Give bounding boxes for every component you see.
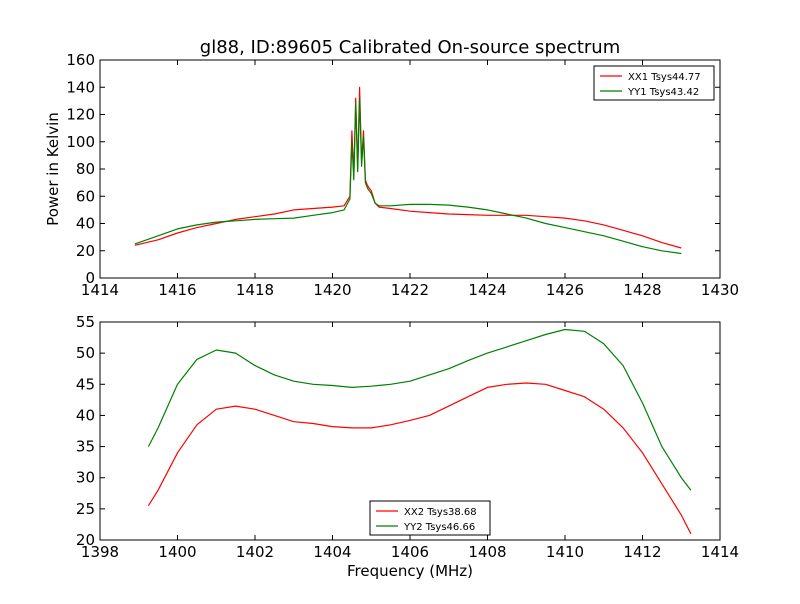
subplot-2: 1398 1400 1402 1404 1406 1408 1410 1412 1414 20 25… xyxy=(76,313,739,580)
x-tick-label: 1406 xyxy=(391,543,429,561)
y-tick-label: 40 xyxy=(76,406,95,424)
y-tick-label: 55 xyxy=(76,313,95,331)
series-line-2 xyxy=(147,328,692,491)
x-tick-label: 1422 xyxy=(391,281,429,299)
x-tick-label: 1414 xyxy=(81,281,119,299)
x-tick-label: 1410 xyxy=(546,543,584,561)
x-tick-label: 1424 xyxy=(468,281,506,299)
y-tick-label: 50 xyxy=(76,344,95,362)
y-tick-label: 40 xyxy=(76,215,95,233)
y-tick-label: 0 xyxy=(85,269,95,287)
x-tick-label: 1402 xyxy=(236,543,274,561)
x-tick-label: 1404 xyxy=(313,543,351,561)
series-line-2 xyxy=(134,97,682,255)
legend-box xyxy=(593,65,715,101)
series-line-1 xyxy=(134,86,682,249)
y-tick-label: 140 xyxy=(66,78,95,96)
x-tick-label: 1416 xyxy=(158,281,196,299)
y-tick-label: 60 xyxy=(76,187,95,205)
legend: XX2 Tsys38.68 YY2 Tsys46.66 xyxy=(369,500,491,536)
y-tick-label: 35 xyxy=(76,438,95,456)
x-tick-label: 1426 xyxy=(546,281,584,299)
legend-label: YY1 Tsys43.42 xyxy=(627,87,699,98)
y-tick-label: 120 xyxy=(66,106,95,124)
y-tick-label: 20 xyxy=(76,242,95,260)
y-tick-label: 160 xyxy=(66,51,95,69)
y-tick-label: 25 xyxy=(76,500,95,518)
x-tick-label: 1400 xyxy=(158,543,196,561)
x-tick-label: 1414 xyxy=(701,543,739,561)
legend-label: YY2 Tsys46.66 xyxy=(403,522,475,533)
y-tick-label: 20 xyxy=(76,531,95,549)
x-tick-label: 1412 xyxy=(623,543,661,561)
x-tick-label: 1420 xyxy=(313,281,351,299)
x-tick-label: 1428 xyxy=(623,281,661,299)
x-tick-label: 1398 xyxy=(81,543,119,561)
legend: XX1 Tsys44.77 YY1 Tsys43.42 xyxy=(593,65,715,101)
y-axis-label: Power in Kelvin xyxy=(44,112,62,226)
x-tick-label: 1430 xyxy=(701,281,739,299)
y-tick-label: 100 xyxy=(66,133,95,151)
series-line-1 xyxy=(147,382,692,535)
legend-label: XX1 Tsys44.77 xyxy=(628,72,701,83)
legend-box xyxy=(369,500,491,536)
y-tick-label: 45 xyxy=(76,375,95,393)
chart-title: gl88, ID:89605 Calibrated On-source spec… xyxy=(200,37,620,58)
legend-label: XX2 Tsys38.68 xyxy=(404,507,477,518)
x-tick-label: 1408 xyxy=(468,543,506,561)
y-tick-label: 30 xyxy=(76,469,95,487)
subplot-1: 1414 1416 1418 1420 1422 1424 1426 1428 1430 0 20 4… xyxy=(44,51,739,299)
x-axis-label: Frequency (MHz) xyxy=(347,562,473,580)
x-tick-label: 1418 xyxy=(236,281,274,299)
y-tick-label: 80 xyxy=(76,160,95,178)
